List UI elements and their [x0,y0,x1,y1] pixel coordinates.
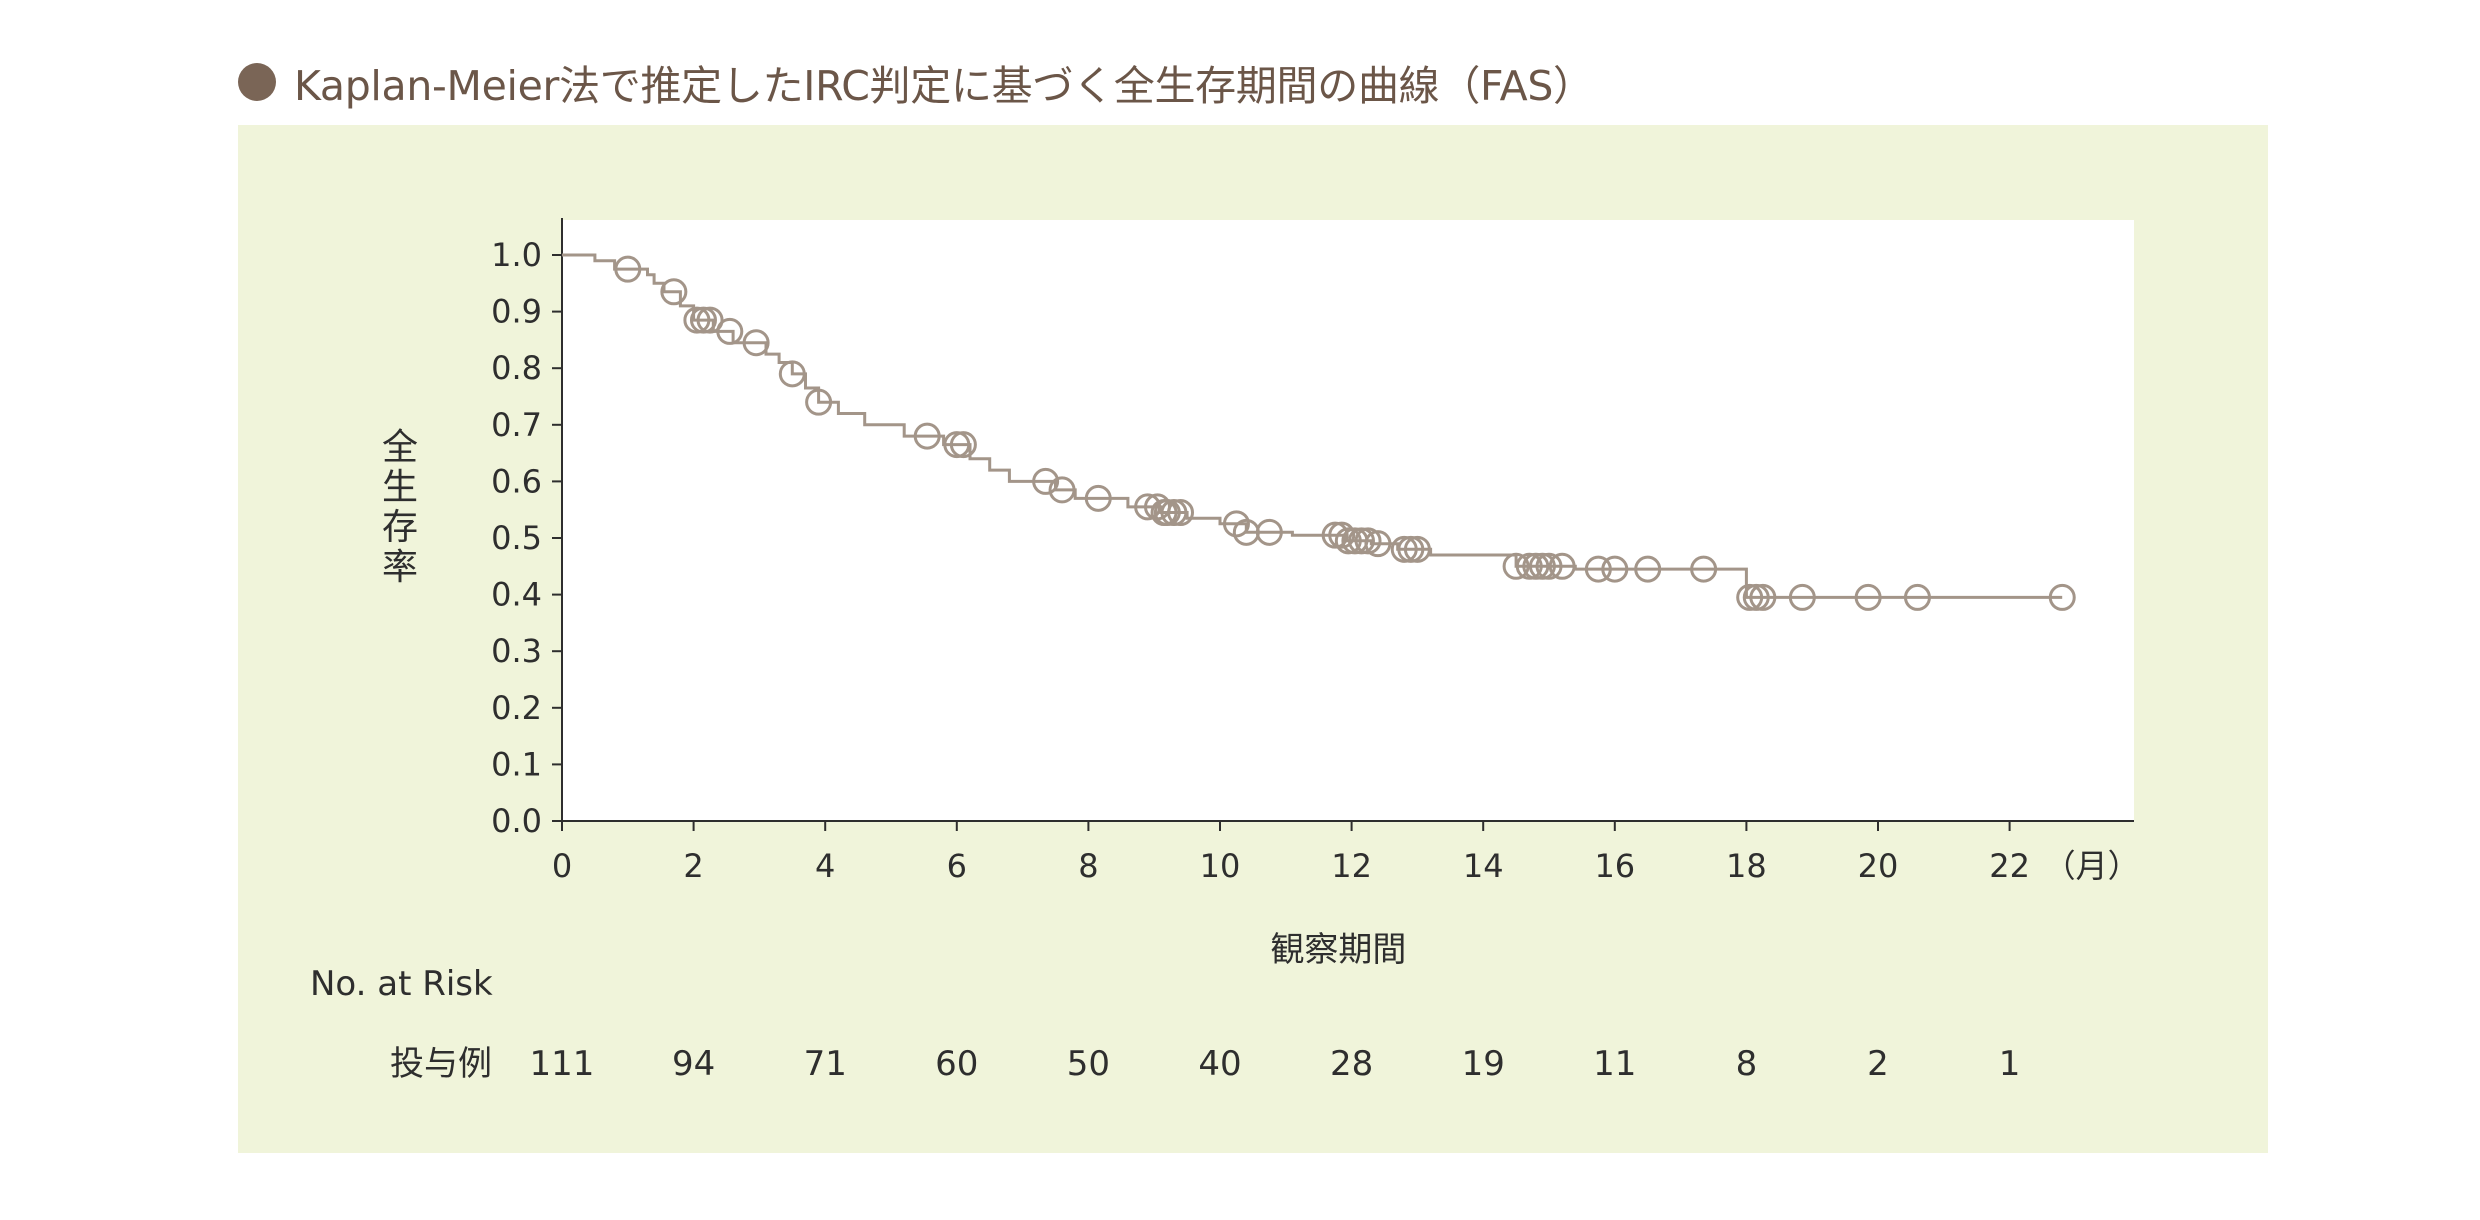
x-tick-label: 16 [1594,847,1635,885]
y-tick-label: 0.9 [491,293,542,331]
y-tick-label: 0.4 [491,576,542,614]
x-tick-label: 6 [947,847,967,885]
risk-count: 2 [1867,1044,1889,1084]
x-tick-label: 12 [1331,847,1372,885]
risk-count: 8 [1736,1044,1758,1084]
censor-marker [1321,521,1349,549]
censor-marker [1334,527,1362,555]
x-axis-title: 観察期間 [1270,930,1406,970]
censor-marker [913,422,941,450]
km-chart: 0.0 0.1 0.2 0.3 0.4 0.5 0.6 0.7 0.8 0.9 1.0 0 2 4 6 8 10… [310,218,2140,1084]
bullet-icon [238,63,276,101]
censor-marker [1364,530,1392,558]
censor-marker [778,360,806,388]
y-tick-label: 0.8 [491,349,542,387]
censor-marker [943,431,971,459]
risk-count: 40 [1198,1044,1241,1084]
x-tick-label: 10 [1200,847,1241,885]
risk-count: 71 [804,1044,847,1084]
censor-marker [1167,499,1195,527]
censor-marker [1328,521,1356,549]
x-tick-label: 0 [552,847,572,885]
y-tick-label: 0.6 [491,462,542,500]
censor-marker [1736,583,1764,611]
censor-marker [1048,476,1076,504]
censor-marker [1222,510,1250,538]
censor-marker [1854,583,1882,611]
censor-marker [2048,583,2076,611]
censor-marker [1601,555,1629,583]
x-unit-label: （月） [2044,847,2140,885]
risk-count: 50 [1067,1044,1110,1084]
risk-count: 11 [1593,1044,1636,1084]
censor-marker [1502,552,1530,580]
censor-marker [1347,527,1375,555]
censor-marker [1528,552,1556,580]
censor-marker [696,306,724,334]
y-axis-title: 全生存率 [382,427,418,588]
y-tick-label: 0.5 [491,519,542,557]
censor-marker [1153,499,1181,527]
censor-marker [1160,499,1188,527]
y-tick-label: 0.2 [491,689,542,727]
censor-marker [1749,583,1777,611]
risk-count: 60 [935,1044,978,1084]
censor-marker [1515,552,1543,580]
risk-row-label: 投与例 [390,1044,492,1084]
censor-marker [1690,555,1718,583]
censor-marker [1742,583,1770,611]
y-tick-label: 1.0 [491,236,542,274]
censor-marker [683,306,711,334]
chart-panel: 0.0 0.1 0.2 0.3 0.4 0.5 0.6 0.7 0.8 0.9 1.0 0 2 4 6 8 10… [238,125,2268,1153]
y-tick-label: 0.7 [491,406,542,444]
censor-marker [1403,535,1431,563]
censor-marker [1255,518,1283,546]
censor-marker [1903,583,1931,611]
censor-marker [1548,552,1576,580]
risk-count: 28 [1330,1044,1373,1084]
censor-marker [805,388,833,416]
x-tick-label: 2 [683,847,703,885]
censor-marker [1032,467,1060,495]
risk-count: 19 [1462,1044,1505,1084]
plot-area [562,220,2134,821]
censor-marker [1634,555,1662,583]
x-tick-label: 8 [1078,847,1098,885]
censor-marker [949,431,977,459]
censor-marker [614,255,642,283]
x-tick-label: 20 [1858,847,1899,885]
title-row: Kaplan-Meier法で推定したIRC判定に基づく全生存期間の曲線（FAS） [238,52,1594,112]
censor-marker [1522,552,1550,580]
censor-marker [1084,484,1112,512]
y-tick-label: 0.0 [491,802,542,840]
censor-marker [1397,535,1425,563]
chart-title: Kaplan-Meier法で推定したIRC判定に基づく全生存期間の曲線（FAS） [294,62,1594,110]
risk-table-header: No. at Risk [310,964,493,1004]
x-tick-label: 4 [815,847,835,885]
y-tick-label: 0.1 [491,745,542,783]
risk-count: 94 [672,1044,715,1084]
censor-marker [1584,555,1612,583]
x-tick-label: 18 [1726,847,1767,885]
censor-marker [716,317,744,345]
censor-marker [1390,535,1418,563]
risk-count: 1 [1999,1044,2021,1084]
censor-marker [1535,552,1563,580]
x-tick-label: 14 [1463,847,1504,885]
y-tick-label: 0.3 [491,632,542,670]
x-tick-label: 22 [1989,847,2030,885]
censor-marker [689,306,717,334]
censor-marker [1788,583,1816,611]
censor-marker [1134,493,1162,521]
risk-count: 111 [530,1044,595,1084]
censor-marker [742,329,770,357]
censor-marker [660,278,688,306]
